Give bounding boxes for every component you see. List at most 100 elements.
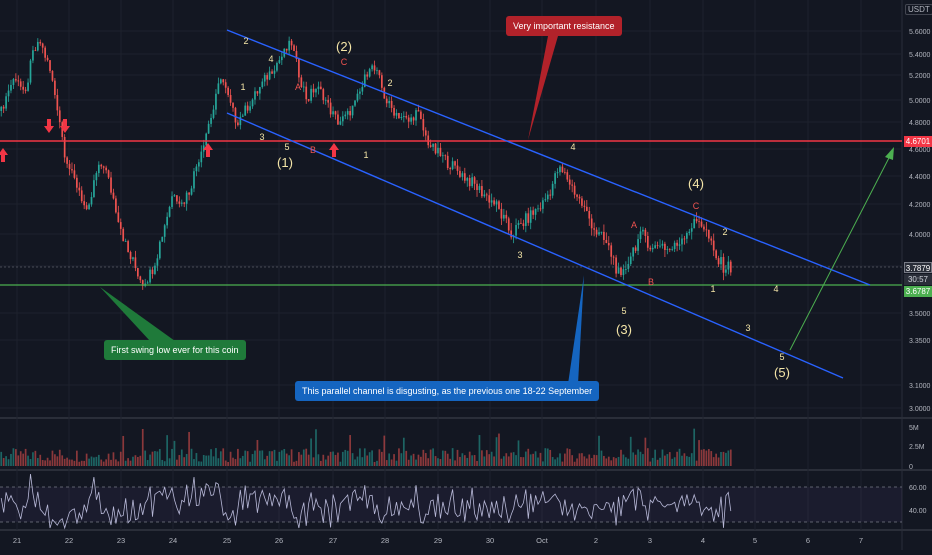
volume-bar [324,459,327,466]
axes: 5.6000 5.4000 5.2000 5.0000 4.8000 4.6000 4.40… [13,29,931,545]
candle-body [600,231,603,233]
candle-body [202,145,205,152]
volume-bar [468,451,471,466]
swing-low-callout[interactable]: First swing low ever for this coin [104,340,246,360]
volume-bar [710,451,713,466]
volume-bar [446,453,449,466]
candle-body [307,99,310,101]
volume-bar [183,457,186,466]
candle-body [56,95,59,111]
candle-body [366,74,369,77]
volume-bar [578,453,581,466]
volume-bar [590,458,593,466]
volume-bar [705,450,708,466]
price-tick-label: 4.2000 [909,202,931,209]
major-wave-label: (4) [688,176,704,191]
candle-body [485,194,488,196]
volume-bar [173,440,176,466]
candle-body [305,86,308,100]
volume-bar [466,457,469,466]
candle-body [134,257,137,269]
candle-body [173,195,176,197]
volume-bar [549,449,552,466]
candle-body [629,256,632,265]
candle-body [68,163,71,170]
candle-body [393,107,395,116]
volume-bar [607,456,610,466]
volume-bar [71,459,73,466]
candle-body [503,214,505,219]
volume-bar [66,457,68,466]
candle-body [132,257,134,260]
volume-bar [646,448,649,466]
volume-bar [554,459,556,466]
volume-bar [432,448,434,466]
candle-body [666,249,669,250]
volume-bar [615,458,617,466]
volume-bar [617,456,620,466]
volume-bar [68,459,71,466]
volume-bar [215,448,217,466]
candle-body [727,261,730,270]
candle-body [576,194,578,197]
candle-body [686,233,688,239]
channel-upper-line[interactable] [226,29,871,286]
candle-body [590,218,593,229]
volume-bar [210,449,212,466]
volume-bar [290,449,293,466]
candle-body [298,59,300,78]
candle-body [324,99,327,101]
candle-body [578,196,581,199]
candle-body [717,258,720,265]
candle-body [444,155,447,157]
candle-body [83,201,86,206]
candle-body [254,91,256,100]
volume-bar [366,455,369,466]
volume-bar [481,450,483,466]
candle-body [129,252,132,260]
candle-body [671,249,674,250]
candle-body [676,242,678,246]
volume-bar [180,449,183,466]
candle-body [302,86,305,88]
channel-callout[interactable]: This parallel channel is disgusting, as … [295,381,600,401]
candle-body [137,268,139,277]
candle-body [32,50,34,61]
volume-bar [551,457,554,466]
candle-body [266,75,269,80]
candle-body [227,87,229,95]
candle-body [605,239,608,243]
channel-lower-line[interactable] [226,112,844,379]
wave-label: 1 [710,284,715,294]
candle-body [373,65,376,71]
resistance-callout[interactable]: Very important resistance [506,16,622,36]
candle-body [598,232,600,235]
candle-body [19,81,22,87]
candle-body [451,161,454,170]
candle-body [80,190,83,202]
candle-body [188,192,190,195]
volume-bar [137,456,139,466]
volume-bar [686,456,688,466]
projection-arrow-line[interactable] [789,151,893,351]
volume-bar [266,455,269,466]
candle-body [178,201,181,204]
price-tick-label: 4.8000 [909,120,931,127]
volume-bar [0,451,3,466]
candle-body [361,86,364,92]
volume-bar [107,453,110,466]
candle-body [593,228,595,230]
candle-body [620,267,622,276]
volume-bar [661,449,664,466]
volume-bar [456,449,459,466]
candle-body [271,71,273,74]
volume-bar [149,454,151,466]
candle-body [288,40,290,51]
candle-body [151,269,154,274]
volume-bar [234,459,237,466]
candle-body [24,89,27,91]
wave-label: 1 [363,150,368,160]
volume-bar [722,451,725,466]
